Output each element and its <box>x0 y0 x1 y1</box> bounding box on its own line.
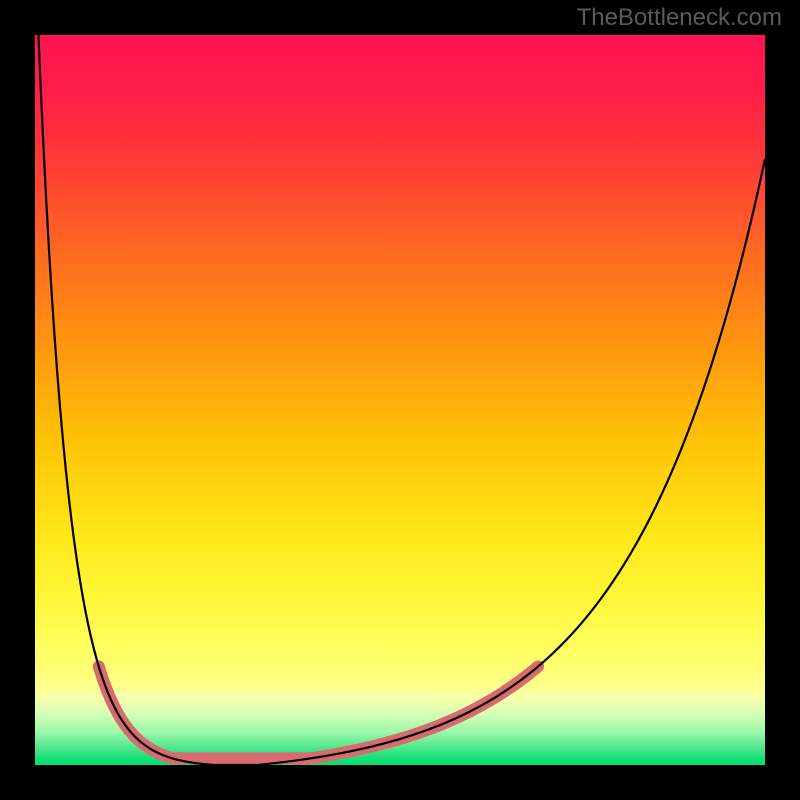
watermark-text: TheBottleneck.com <box>577 4 782 32</box>
bottleneck-curve <box>38 35 765 765</box>
marker-band-path <box>99 666 538 758</box>
plot-area <box>35 35 765 765</box>
curve-layer <box>35 35 765 765</box>
